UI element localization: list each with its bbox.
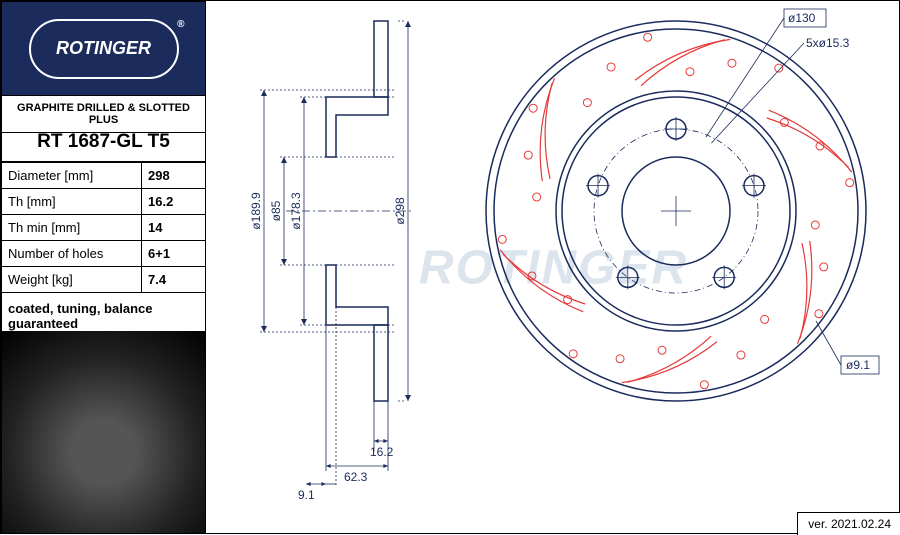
logo-text: ROTINGER (29, 19, 179, 79)
table-row: Diameter [mm]298 (2, 163, 206, 189)
spec-value: 298 (142, 163, 206, 189)
table-row: Number of holes6+1 (2, 241, 206, 267)
drawing-area: ROTINGER ø1305xø15.3ø9.116.262.39.1ø189.… (206, 1, 900, 535)
spec-label: Weight [kg] (2, 267, 142, 293)
spec-label: Th min [mm] (2, 215, 142, 241)
svg-text:9.1: 9.1 (298, 488, 315, 502)
spec-value: 16.2 (142, 189, 206, 215)
product-photo (1, 331, 206, 534)
svg-text:ø85: ø85 (269, 200, 283, 221)
spec-value: 14 (142, 215, 206, 241)
part-number: RT 1687-GL T5 (1, 123, 206, 162)
spec-label: Number of holes (2, 241, 142, 267)
spec-label: Diameter [mm] (2, 163, 142, 189)
logo-box: ROTINGER (1, 1, 206, 96)
svg-text:ø178.3: ø178.3 (289, 192, 303, 230)
spec-value: 7.4 (142, 267, 206, 293)
spec-table: Diameter [mm]298 Th [mm]16.2 Th min [mm]… (1, 162, 206, 340)
svg-text:62.3: 62.3 (344, 470, 368, 484)
table-row: Th min [mm]14 (2, 215, 206, 241)
svg-text:16.2: 16.2 (370, 445, 394, 459)
svg-text:ø298: ø298 (393, 197, 407, 225)
svg-text:ø189.9: ø189.9 (249, 192, 263, 230)
version-label: ver. 2021.02.24 (797, 512, 900, 535)
table-row: Th [mm]16.2 (2, 189, 206, 215)
svg-text:5xø15.3: 5xø15.3 (806, 36, 850, 50)
table-row: Weight [kg]7.4 (2, 267, 206, 293)
svg-text:ø9.1: ø9.1 (846, 358, 870, 372)
technical-drawing: ø130 5xø15.3 ø9.1 16.262.3 9.1 ø189.9 ø85 ø178.… (206, 1, 900, 535)
svg-text:ø130: ø130 (788, 11, 816, 25)
spec-label: Th [mm] (2, 189, 142, 215)
spec-value: 6+1 (142, 241, 206, 267)
